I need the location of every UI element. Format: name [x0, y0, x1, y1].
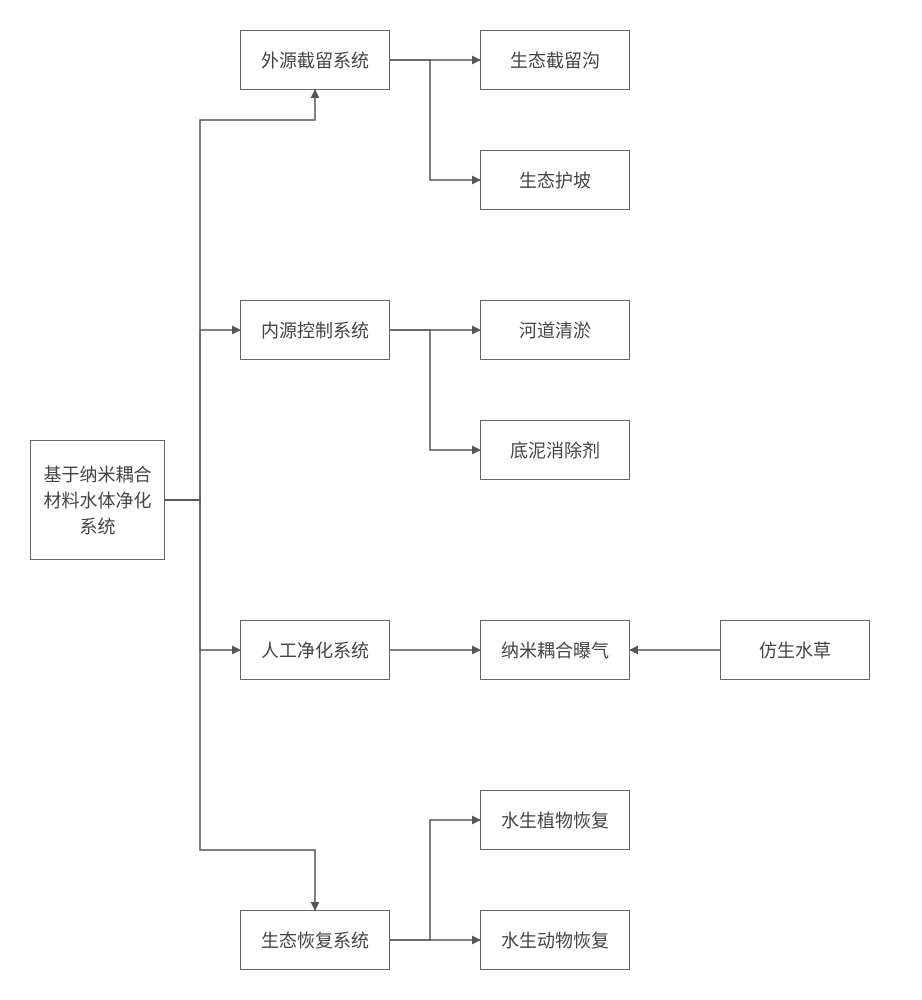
node-leaf4a: 水生植物恢复 [480, 790, 630, 850]
edge-root-to-sys1 [165, 90, 315, 500]
node-leaf3r: 仿生水草 [720, 620, 870, 680]
node-sys4: 生态恢复系统 [240, 910, 390, 970]
node-sys3: 人工净化系统 [240, 620, 390, 680]
edge-sys1-to-leaf1b [390, 60, 480, 180]
node-leaf3: 纳米耦合曝气 [480, 620, 630, 680]
node-sys1: 外源截留系统 [240, 30, 390, 90]
node-leaf2b: 底泥消除剂 [480, 420, 630, 480]
node-leaf2a: 河道清淤 [480, 300, 630, 360]
node-leaf1b: 生态护坡 [480, 150, 630, 210]
node-leaf4b: 水生动物恢复 [480, 910, 630, 970]
node-leaf1a: 生态截留沟 [480, 30, 630, 90]
edge-sys2-to-leaf2b [390, 330, 480, 450]
edge-sys4-to-leaf4a [390, 820, 480, 940]
edge-root-to-sys3 [165, 500, 240, 650]
node-root: 基于纳米耦合材料水体净化系统 [30, 440, 165, 560]
edge-root-to-sys4 [165, 500, 315, 910]
node-sys2: 内源控制系统 [240, 300, 390, 360]
edge-root-to-sys2 [165, 330, 240, 500]
